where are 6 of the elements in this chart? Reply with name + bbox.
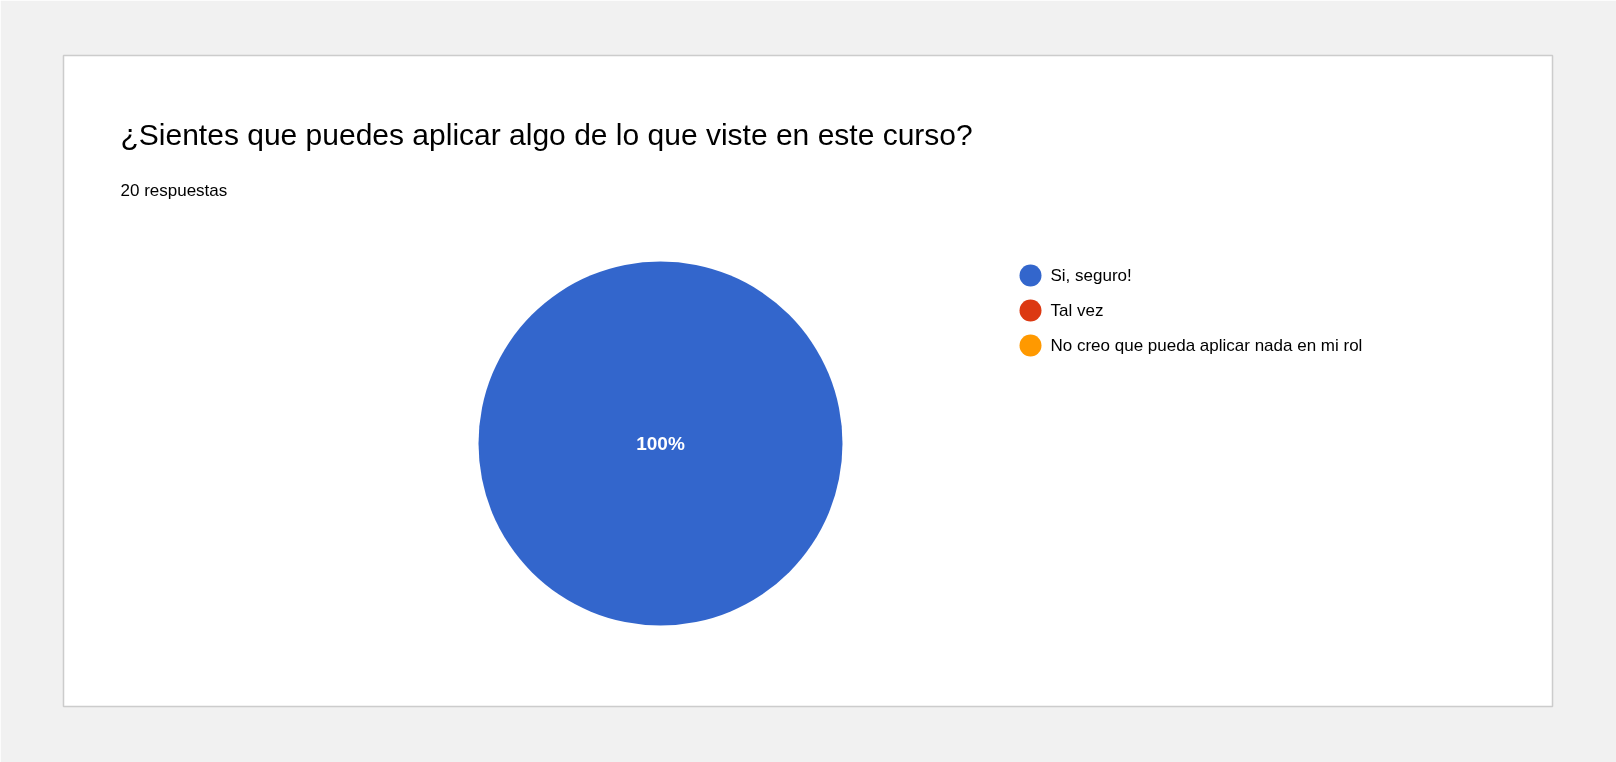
legend-label: Tal vez (1050, 301, 1104, 320)
legend-label: Si, seguro! (1050, 266, 1132, 285)
text: 20 respuestas (120, 181, 228, 200)
chart-title: ¿Sientes que puedes aplicar algo de lo que viste en este curso? (120, 118, 973, 151)
legend-label: No creo que pueda aplicar nada en mi rol (1050, 336, 1363, 355)
data-label: 100% (636, 433, 685, 454)
